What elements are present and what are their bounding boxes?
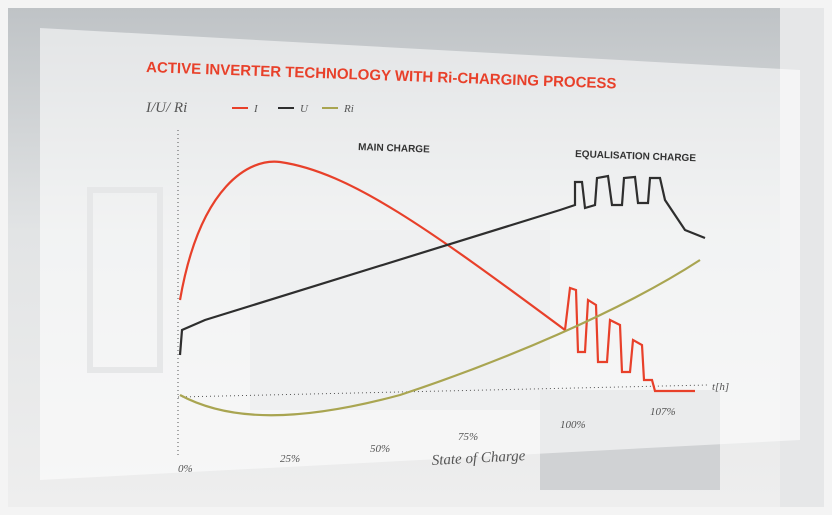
curve-ri xyxy=(179,259,701,417)
legend-label: U xyxy=(300,103,309,115)
time-label: t[h] xyxy=(712,381,729,393)
legend-label: I xyxy=(253,103,259,115)
x-tick-label: 75% xyxy=(458,431,478,443)
x-tick-label: 0% xyxy=(178,463,193,475)
x-tick-label: 50% xyxy=(370,443,390,455)
x-axis-label: State of Charge xyxy=(431,448,526,469)
legend-label: Ri xyxy=(343,103,354,115)
x-ticks: 0% 25% 50% 75% 100% 107% xyxy=(178,406,676,475)
curve-i xyxy=(178,160,695,393)
annotation: MAIN CHARGE xyxy=(358,142,430,156)
x-tick-label: 107% xyxy=(650,406,676,418)
annotation: EQUALISATION CHARGE xyxy=(575,149,697,164)
axis-label: I/U/ Ri xyxy=(145,100,187,116)
curve-u xyxy=(178,174,706,356)
x-axis xyxy=(177,384,709,398)
legend: I U Ri xyxy=(232,103,354,115)
x-tick-label: 25% xyxy=(280,453,300,465)
x-tick-label: 100% xyxy=(560,419,586,431)
